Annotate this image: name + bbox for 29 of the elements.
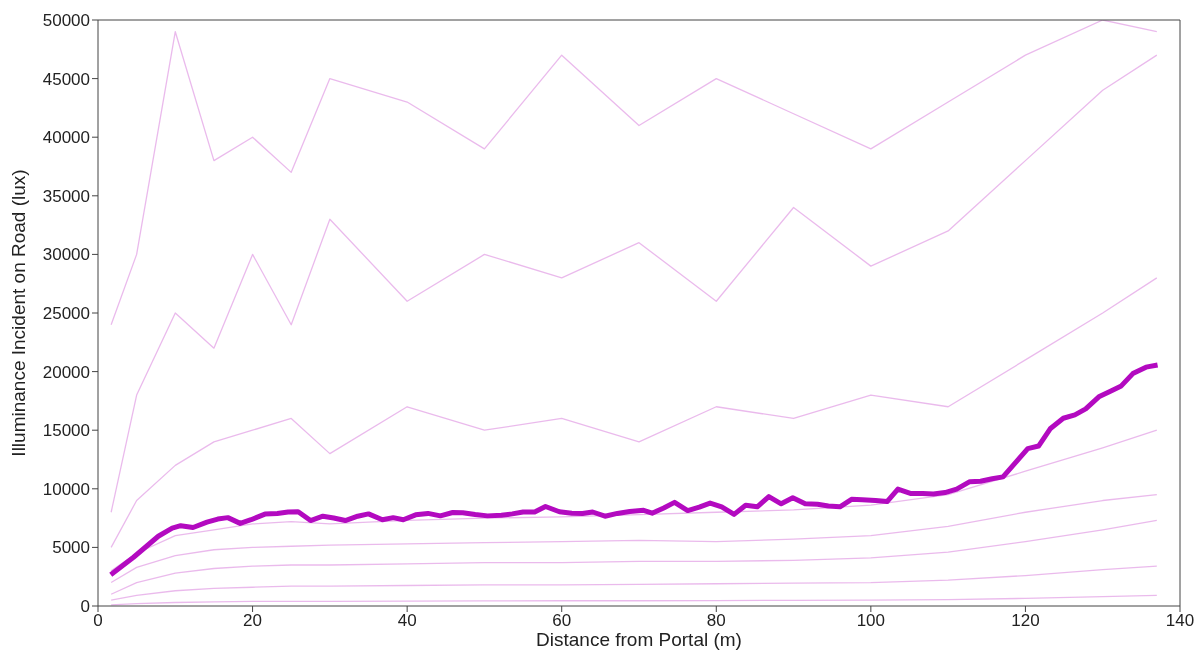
- y-tick-label: 35000: [42, 186, 90, 206]
- x-tick-label: 20: [243, 611, 263, 631]
- line-series: [110, 429, 1158, 572]
- y-tick-label: 0: [80, 597, 90, 617]
- line-series: [110, 20, 1158, 326]
- y-tick-label: 25000: [42, 304, 90, 324]
- line-series: [110, 519, 1158, 595]
- x-tick-label: 100: [856, 611, 886, 631]
- x-tick-label: 120: [1011, 611, 1040, 631]
- x-axis-title: Distance from Portal (m): [536, 629, 742, 650]
- y-tick-label: 30000: [42, 245, 90, 265]
- y-tick-label: 15000: [42, 421, 90, 441]
- y-tick-label: 50000: [42, 11, 90, 31]
- y-tick-label: 5000: [52, 538, 90, 558]
- y-axis-title: Illuminance Incident on Road (lux): [7, 169, 29, 457]
- line-series: [110, 54, 1158, 513]
- line-series: [110, 494, 1158, 584]
- y-tick-label: 20000: [42, 362, 90, 382]
- x-tick-label: 0: [93, 611, 103, 631]
- line-series: [110, 565, 1158, 601]
- y-tick-label: 10000: [42, 479, 90, 499]
- x-tick-label: 60: [552, 611, 572, 631]
- x-tick-label: 40: [397, 611, 417, 631]
- line-series: [110, 277, 1158, 549]
- line-series: [110, 594, 1158, 606]
- y-tick-label: 40000: [42, 128, 90, 148]
- y-tick-label: 45000: [42, 69, 90, 89]
- x-tick-label: 80: [706, 611, 726, 631]
- x-tick-label: 140: [1165, 611, 1195, 631]
